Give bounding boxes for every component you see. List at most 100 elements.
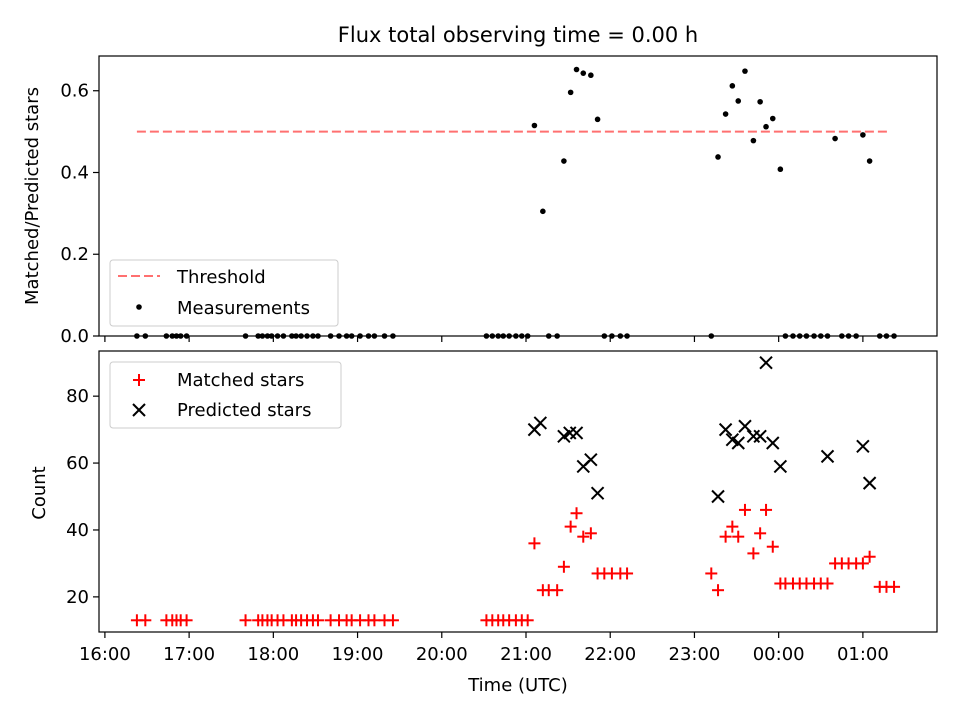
top-y-axis: 0.0 0.2 0.4 0.6 [60, 81, 99, 347]
matched-star-point [621, 567, 634, 580]
matched-star-point [856, 557, 869, 570]
legend-predicted-label: Predicted stars [177, 400, 311, 421]
matched-star-point [386, 614, 399, 627]
measurement-point [573, 66, 580, 73]
bottom-y-axis: 20 40 60 80 [66, 386, 99, 608]
predicted-star-point [753, 429, 767, 444]
predicted-star-point [590, 486, 605, 500]
measurement-point [860, 132, 866, 138]
xtick-label: 22:00 [584, 644, 636, 665]
xtick-label: 18:00 [247, 644, 299, 665]
predicted-star-point [820, 449, 835, 464]
matched-star-point [712, 584, 725, 597]
matched-star-point [726, 520, 739, 533]
matched-star-point [557, 560, 570, 573]
predicted-star-point [862, 476, 877, 490]
bottom-legend-box [109, 361, 342, 429]
matched-star-point [719, 530, 732, 543]
top-ytick-label: 0.6 [60, 81, 89, 102]
predicted-star-point [533, 416, 548, 430]
matched-star-point [577, 530, 590, 543]
top-y-axis-label: Matched/Predicted stars [22, 87, 43, 305]
matched-star-point [368, 614, 381, 627]
measurement-point [742, 68, 748, 74]
measurement-point [580, 70, 587, 76]
predicted-star-point [731, 436, 745, 450]
top-legend-box [109, 259, 339, 327]
legend-measurements-label: Measurements [177, 298, 310, 319]
predicted-star-point [711, 489, 725, 504]
top-ytick-label: 0.4 [60, 162, 89, 183]
measurement-point [832, 135, 838, 142]
bottom-legend: Matched stars Predicted stars [109, 361, 342, 429]
measurement-point [729, 83, 736, 89]
bottom-ytick-label: 60 [66, 453, 89, 474]
bottom-x-axis: 16:00 17:00 18:00 19:00 20:00 21:00 22:00 23:00… [79, 632, 889, 665]
bottom-ytick-label: 80 [66, 386, 89, 407]
matched-star-point [239, 614, 252, 627]
predicted-star-point [718, 422, 733, 437]
matched-star-point [888, 580, 901, 593]
xtick-label: 19:00 [332, 644, 384, 665]
predicted-star-point [738, 419, 752, 433]
matched-star-point [863, 550, 876, 563]
matched-star-point [766, 540, 779, 553]
predicted-star-point [584, 453, 598, 467]
x-axis-label: Time (UTC) [467, 675, 568, 696]
measurement-point [540, 208, 546, 215]
top-legend: Threshold Measurements [109, 259, 339, 327]
matched-star-point [311, 614, 324, 627]
measurement-point [769, 115, 776, 122]
measurement-point [866, 158, 873, 164]
measurement-point [757, 98, 763, 105]
measurement-point [594, 116, 601, 123]
matched-star-point [551, 584, 564, 597]
predicted-star-point [759, 356, 773, 370]
predicted-star-point [856, 439, 870, 454]
predicted-star-point [766, 436, 780, 450]
matched-star-point [732, 530, 745, 543]
chart-title: Flux total observing time = 0.00 h [338, 23, 698, 47]
xtick-label: 16:00 [79, 644, 131, 665]
matched-star-point [584, 527, 597, 540]
measurement-point [588, 72, 594, 79]
matched-star-point [570, 507, 583, 520]
xtick-label: 01:00 [837, 644, 889, 665]
matched-star-point [738, 503, 751, 516]
legend-measurements-swatch [136, 304, 142, 310]
measurement-point [715, 154, 721, 160]
xtick-label: 20:00 [416, 644, 468, 665]
xtick-label: 23:00 [669, 644, 721, 665]
matched-star-point [528, 537, 541, 550]
top-ytick-label: 0.2 [60, 244, 89, 265]
bottom-panel: 20 40 60 80 16:00 17:00 18:00 19:00 20:00 21:00 2… [29, 350, 938, 696]
legend-matched-swatch [133, 374, 145, 386]
xtick-label: 00:00 [753, 644, 805, 665]
measurement-point [531, 122, 538, 129]
xtick-label: 17:00 [163, 644, 215, 665]
bottom-ytick-label: 40 [66, 520, 89, 541]
predicted-star-point [746, 429, 761, 444]
measurement-point [561, 158, 567, 164]
bottom-y-axis-label: Count [29, 466, 50, 519]
bottom-plot-area [130, 356, 901, 627]
matched-star-point [821, 577, 834, 590]
predicted-star-point [773, 459, 788, 474]
matched-star-point [564, 520, 577, 533]
measurement-point [735, 98, 742, 104]
measurement-point [777, 166, 784, 173]
matched-star-point [180, 614, 193, 627]
matched-star-point [139, 614, 152, 627]
top-ytick-label: 0.0 [60, 326, 89, 347]
legend-predicted-swatch [132, 403, 146, 417]
top-x-axis [104, 336, 864, 342]
matched-star-point [747, 547, 760, 560]
xtick-label: 21:00 [500, 644, 552, 665]
bottom-axes-frame [98, 350, 938, 633]
top-panel: 0.0 0.2 0.4 0.6 Matched/Predicted stars Thr… [22, 55, 938, 347]
legend-matched-label: Matched stars [177, 370, 304, 391]
bottom-ytick-label: 20 [66, 587, 89, 608]
predicted-star-point [569, 426, 584, 440]
top-axes-frame [98, 55, 938, 337]
